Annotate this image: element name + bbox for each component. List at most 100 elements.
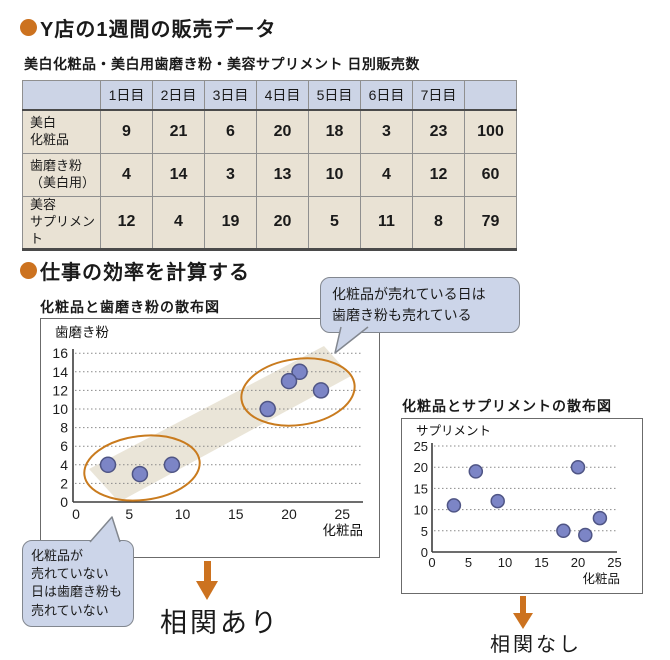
y-tick-label: 0 — [421, 545, 428, 560]
data-point — [291, 363, 308, 381]
row-label: 歯磨き粉 （美白用） — [22, 153, 101, 197]
data-point — [259, 400, 276, 418]
x-tick-label: 0 — [72, 506, 80, 522]
y-tick-label: 4 — [60, 457, 68, 473]
orange-bullet-icon — [20, 19, 37, 36]
y-tick-label: 10 — [414, 503, 428, 518]
x-tick-label: 20 — [281, 506, 297, 522]
table-cell: 4 — [100, 153, 153, 197]
table-cell: 23 — [412, 109, 465, 154]
row-label: 美容 サプリメント — [22, 196, 101, 251]
y-tick-label: 10 — [52, 401, 68, 417]
table-cell: 60 — [464, 153, 517, 197]
x-axis-label: 化粧品 — [582, 572, 620, 586]
speech-bubble-no-sales: 化粧品が 売れていない 日は歯磨き粉も 売れていない — [22, 540, 134, 627]
table-cell: 8 — [412, 196, 465, 251]
x-tick-label: 25 — [607, 555, 621, 570]
table-day-header — [464, 80, 517, 111]
y-tick-label: 0 — [60, 494, 68, 510]
data-point — [578, 527, 593, 543]
x-tick-label: 0 — [428, 555, 435, 570]
x-tick-label: 25 — [335, 506, 351, 522]
y-tick-label: 16 — [52, 345, 68, 361]
y-tick-label: 8 — [60, 420, 68, 436]
data-point — [468, 464, 484, 479]
table-cell: 19 — [204, 196, 257, 251]
table-cell: 13 — [256, 153, 309, 197]
table-cell: 3 — [204, 153, 257, 197]
speech-bubble-positive-correlation: 化粧品が売れている日は 歯磨き粉も売れている — [320, 277, 520, 333]
table-row: 美白 化粧品 9 21 6 20 18 3 23 100 — [22, 109, 517, 154]
down-arrow-icon — [513, 596, 533, 629]
y-axis-label: 歯磨き粉 — [55, 325, 109, 340]
speech-bubble-tail — [334, 326, 369, 354]
orange-bullet-icon — [20, 262, 37, 279]
data-point — [446, 498, 462, 513]
table-cell: 100 — [464, 109, 517, 154]
x-tick-label: 5 — [465, 555, 472, 570]
data-point — [163, 456, 181, 474]
y-tick-label: 5 — [421, 524, 428, 539]
x-tick-label: 15 — [534, 555, 548, 570]
data-point — [556, 523, 571, 539]
group-ellipse — [240, 357, 356, 427]
table-cell: 6 — [204, 109, 257, 154]
table-cell: 12 — [412, 153, 465, 197]
y-tick-label: 20 — [414, 460, 428, 475]
table-row: 美容 サプリメント 12 4 19 20 5 11 8 79 — [22, 196, 517, 251]
data-point — [570, 459, 586, 475]
speech-bubble-tail — [89, 516, 121, 543]
table-cell: 4 — [360, 153, 413, 197]
data-point — [490, 493, 505, 509]
table-day-header: 2日目 — [152, 80, 205, 111]
scatter2-title: 化粧品とサプリメントの散布図 — [402, 398, 612, 414]
table-corner-cell — [22, 80, 101, 111]
y-tick-label: 25 — [414, 439, 428, 454]
table-day-header: 5日目 — [308, 80, 361, 111]
data-point — [592, 510, 608, 526]
table-cell: 21 — [152, 109, 205, 154]
data-point — [280, 372, 298, 390]
table-header-row: 1日目 2日目 3日目 4日目 5日目 6日目 7日目 — [22, 80, 517, 111]
group-ellipse — [83, 434, 201, 502]
x-axis-label: 化粧品 — [323, 523, 364, 538]
table-cell: 79 — [464, 196, 517, 251]
table-cell: 10 — [308, 153, 361, 197]
y-tick-label: 12 — [52, 382, 68, 398]
data-point — [131, 465, 149, 483]
table-cell: 20 — [256, 196, 309, 251]
y-tick-label: 2 — [60, 475, 68, 491]
row-label: 美白 化粧品 — [22, 109, 101, 154]
table-cell: 4 — [152, 196, 205, 251]
table-cell: 18 — [308, 109, 361, 154]
conclusion-correlation: 相関あり — [160, 608, 280, 638]
table-cell: 11 — [360, 196, 413, 251]
table-cell: 5 — [308, 196, 361, 251]
conclusion-no-correlation: 相関なし — [490, 634, 582, 656]
scatter1-title: 化粧品と歯磨き粉の散布図 — [40, 299, 220, 315]
table-cell: 20 — [256, 109, 309, 154]
table-day-header: 4日目 — [256, 80, 309, 111]
y-axis-label: サプリメント — [416, 424, 491, 438]
data-point — [312, 382, 330, 399]
table-cell: 9 — [100, 109, 153, 154]
table-day-header: 6日目 — [360, 80, 413, 111]
section-heading-text: 仕事の効率を計算する — [40, 262, 250, 284]
table-day-header: 3日目 — [204, 80, 257, 111]
data-point — [99, 456, 117, 474]
x-tick-label: 20 — [571, 555, 585, 570]
table-day-header: 1日目 — [100, 80, 153, 111]
section-heading-sales-data: Y店の1週間の販売データ — [20, 13, 276, 42]
y-tick-label: 15 — [414, 481, 428, 496]
table-day-header: 7日目 — [412, 80, 465, 111]
down-arrow-icon — [196, 561, 218, 600]
section-heading-efficiency: 仕事の効率を計算する — [20, 256, 250, 285]
x-tick-label: 5 — [125, 506, 133, 522]
daily-sales-table: 1日目 2日目 3日目 4日目 5日目 6日目 7日目 美白 化粧品 9 21 6 20 18 3 23 1… — [22, 80, 517, 251]
table-cell: 3 — [360, 109, 413, 154]
y-tick-label: 6 — [60, 438, 68, 454]
y-tick-label: 14 — [52, 364, 68, 380]
